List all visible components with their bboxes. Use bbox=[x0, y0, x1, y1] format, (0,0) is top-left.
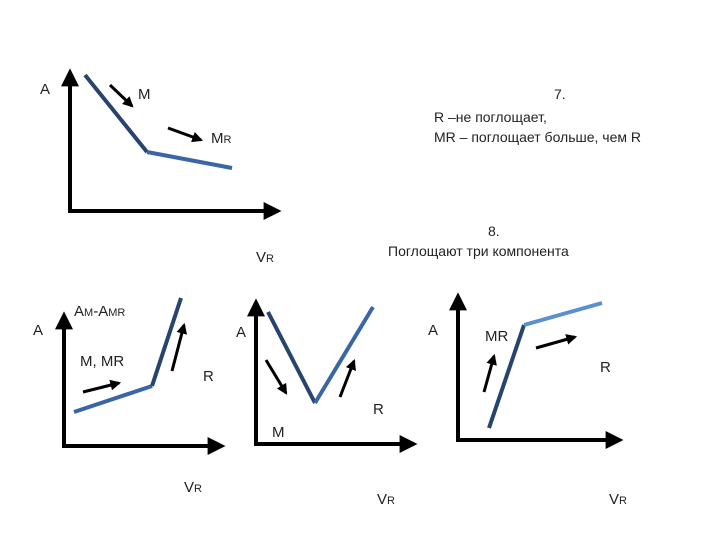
graph8b-x-axis-label-main: V bbox=[377, 491, 387, 508]
graph8b-label-m: M bbox=[272, 424, 285, 441]
graph8a-top-label-a1: A bbox=[74, 303, 84, 320]
graph7-y-axis-label: A bbox=[40, 81, 50, 98]
graph7-note-number: 7. bbox=[554, 86, 566, 102]
graph8c-y-axis-label: A bbox=[428, 322, 438, 339]
graph8c-label-mr: MR bbox=[485, 328, 508, 345]
graph8b-curve-left bbox=[266, 311, 317, 404]
graph8a-y-axis-label: A bbox=[33, 322, 43, 339]
section8-caption: Поглощают три компонента bbox=[388, 243, 569, 259]
graph8a-curve-flat bbox=[73, 384, 153, 414]
graph-8a: A AM-AMR M, MR VR bbox=[33, 297, 226, 496]
graph7-curve-m-segment bbox=[83, 73, 149, 154]
graph8b-label-r-right: R bbox=[373, 401, 384, 418]
graph8c-label-r: R bbox=[600, 359, 611, 376]
graph8b-y-axis-label: A bbox=[236, 324, 246, 341]
graph7-note-line2: MR – поглощает больше, чем R bbox=[434, 129, 641, 145]
graph8b-x-axis-label-sub: R bbox=[387, 495, 395, 507]
section8-number: 8. bbox=[488, 223, 500, 239]
graph8a-x-axis-label: VR bbox=[184, 479, 202, 496]
graph-8b: A R M R VR bbox=[203, 298, 418, 508]
graph7-label-mr-main: M bbox=[211, 130, 224, 147]
graph7-arrow-mr bbox=[167, 126, 204, 143]
graph8c-arrow-up bbox=[482, 353, 497, 393]
graph7-curve-mr-segment bbox=[146, 150, 233, 170]
graph8c-x-axis-label-main: V bbox=[609, 491, 619, 508]
graph8c-x-axis-label: VR bbox=[609, 491, 627, 508]
graph-7: A M MR VR 7. R –не поглощает, MR – погло… bbox=[40, 68, 641, 266]
graph-8c: A MR R VR bbox=[428, 292, 627, 508]
graph8a-arrow-mmr bbox=[82, 379, 122, 394]
graph8b-label-r-left: R bbox=[203, 368, 214, 385]
graph7-label-mr-sub: R bbox=[224, 134, 232, 146]
graph8a-x-axis-label-main: V bbox=[184, 479, 194, 496]
graph7-arrow-m bbox=[108, 83, 134, 108]
graph8b-curve-right bbox=[313, 305, 375, 405]
graph8a-top-label-a1-sub: M bbox=[84, 307, 93, 319]
graph8a-arrow-up bbox=[170, 322, 188, 372]
graph8b-arrow-down bbox=[264, 359, 288, 395]
graph8a-x-axis-label-sub: R bbox=[194, 483, 202, 495]
graph8b-arrow-up bbox=[338, 358, 356, 398]
graph7-x-axis-label-main: V bbox=[256, 249, 266, 266]
graph7-label-mr: MR bbox=[211, 130, 232, 147]
graph8c-x-axis-label-sub: R bbox=[619, 495, 627, 507]
graph8a-top-label: AM-AMR bbox=[74, 303, 125, 320]
graph8b-x-axis-label: VR bbox=[377, 491, 395, 508]
graph8a-top-label-a2-sub: MR bbox=[108, 307, 125, 319]
graph8c-curve-flat bbox=[523, 301, 603, 327]
graph7-note-line1: R –не поглощает, bbox=[434, 109, 547, 125]
graph8a-top-label-a2: A bbox=[98, 303, 108, 320]
graph8c-arrow-right bbox=[535, 334, 578, 350]
graph7-x-axis-label-sub: R bbox=[266, 253, 274, 265]
graph8a-top-label-dash: - bbox=[93, 303, 98, 320]
graph8a-curve-steep bbox=[150, 297, 183, 387]
graph7-x-axis-label: VR bbox=[256, 249, 274, 266]
graph8a-label-mmr: M, MR bbox=[80, 353, 124, 370]
graph8c-curve-steep bbox=[487, 324, 526, 429]
graph7-label-m: M bbox=[138, 86, 151, 103]
